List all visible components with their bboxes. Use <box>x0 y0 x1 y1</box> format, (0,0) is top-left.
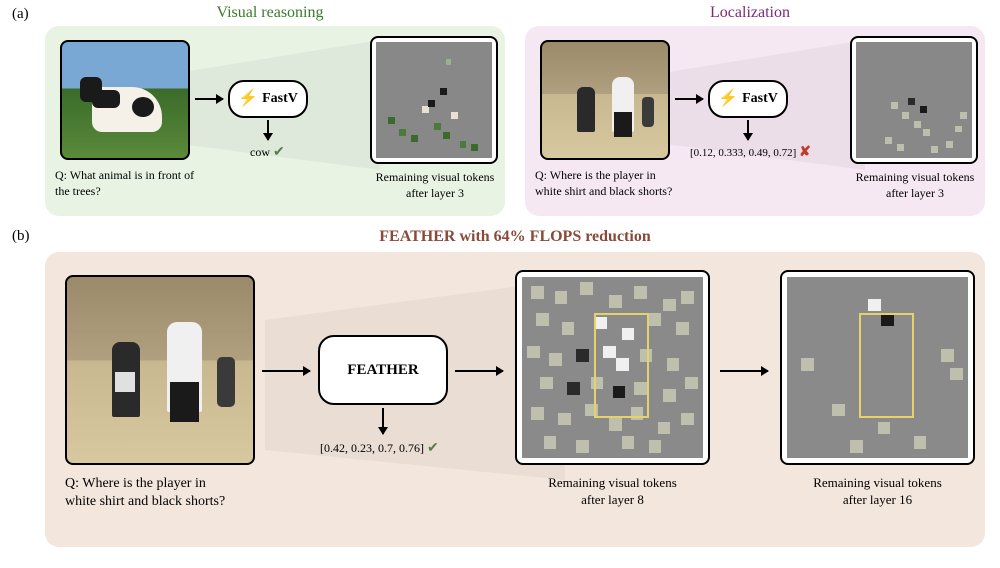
tokens-caption-a-left: Remaining visual tokens after layer 3 <box>355 170 515 201</box>
question-gym-b: Q: Where is the player in white shirt an… <box>65 475 265 511</box>
bbox-layer8 <box>594 313 648 418</box>
result-gym-a: [0.12, 0.333, 0.49, 0.72] ✘ <box>690 144 811 161</box>
arrow-a-left-1 <box>195 98 223 100</box>
input-image-cow <box>60 40 190 160</box>
title-feather: FEATHER with 64% FLOPS reduction <box>300 228 730 246</box>
method-feather: FEATHER <box>318 335 448 405</box>
cross-icon: ✘ <box>799 145 811 160</box>
tokens-caption-b-1: Remaining visual tokens after layer 8 <box>515 475 710 509</box>
arrow-down-a-right <box>747 120 749 140</box>
check-icon: ✔ <box>273 145 285 160</box>
method-fastv-left: ⚡ FastV <box>228 80 308 118</box>
tokens-viz-a-left <box>370 36 498 164</box>
label-b: (b) <box>12 228 30 245</box>
arrow-a-right-1 <box>675 98 703 100</box>
input-image-gym-b <box>65 275 255 465</box>
title-localization: Localization <box>640 4 860 22</box>
result-gym-b: [0.42, 0.23, 0.7, 0.76] ✔ <box>320 440 439 457</box>
tokens-viz-b-2 <box>780 270 975 465</box>
input-image-gym-a <box>540 40 670 160</box>
result-cow: cow ✔ <box>250 144 285 161</box>
lightning-icon: ⚡ <box>238 91 258 107</box>
check-icon: ✔ <box>427 441 439 456</box>
lightning-icon: ⚡ <box>718 91 738 107</box>
arrow-b-1 <box>262 370 310 372</box>
title-visual-reasoning: Visual reasoning <box>120 4 420 22</box>
arrow-b-3 <box>720 370 768 372</box>
method-fastv-right: ⚡ FastV <box>708 80 788 118</box>
question-cow: Q: What animal is in front of the trees? <box>55 168 210 199</box>
tokens-viz-b-1 <box>515 270 710 465</box>
tokens-viz-a-right <box>850 36 978 164</box>
arrow-b-2 <box>455 370 503 372</box>
tokens-caption-b-2: Remaining visual tokens after layer 16 <box>780 475 975 509</box>
arrow-down-a-left <box>267 120 269 140</box>
label-a: (a) <box>12 6 29 23</box>
question-gym-a: Q: Where is the player in white shirt an… <box>535 168 695 199</box>
arrow-down-b <box>382 408 384 434</box>
bbox-layer16 <box>859 313 913 418</box>
method-label-feather: FEATHER <box>347 362 418 379</box>
method-label-fastv-right: FastV <box>742 91 778 107</box>
method-label-fastv-left: FastV <box>262 91 298 107</box>
tokens-caption-a-right: Remaining visual tokens after layer 3 <box>835 170 995 201</box>
